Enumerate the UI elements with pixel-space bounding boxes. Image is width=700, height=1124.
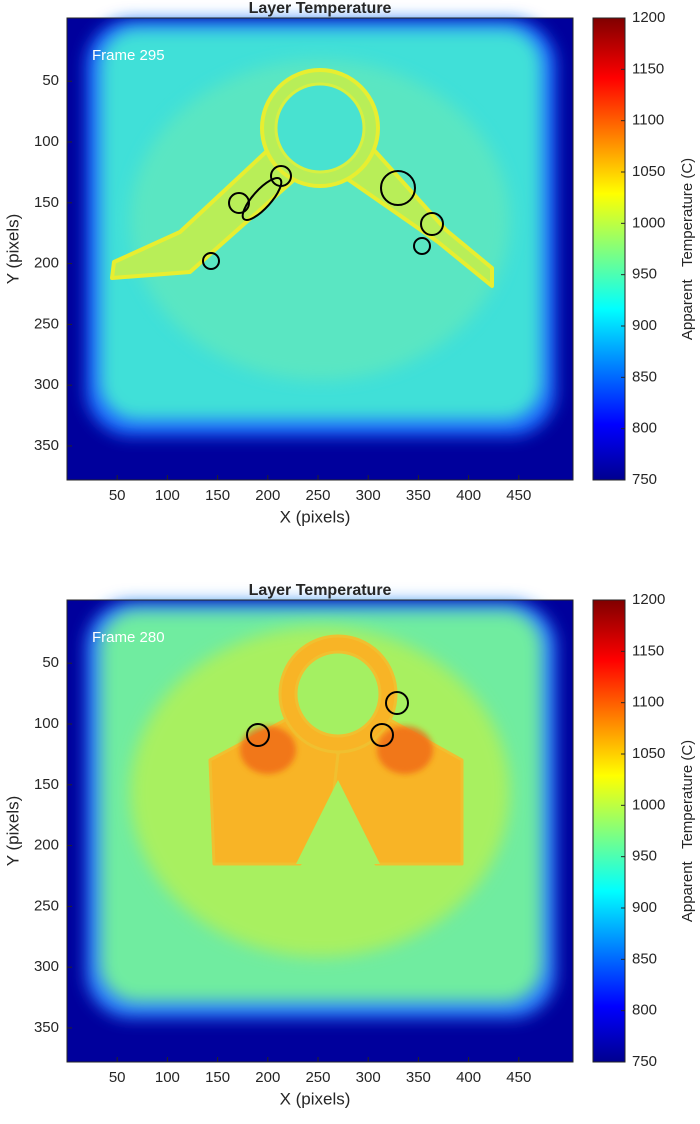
y-tick-label: 150 [34, 194, 59, 211]
colorbar-tick-label: 1150 [632, 642, 664, 659]
colorbar-tick-label: 950 [632, 848, 657, 865]
chart-title: Layer Temperature [249, 582, 392, 599]
colorbar-tick-label: 900 [632, 317, 657, 334]
y-tick-label: 250 [34, 315, 59, 332]
colorbar [592, 599, 626, 1063]
colorbar-tick-label: 750 [632, 471, 657, 488]
y-tick-label: 100 [34, 715, 59, 732]
colorbar-tick-label: 1100 [632, 112, 664, 129]
part-hole [274, 82, 366, 174]
x-tick-label: 400 [456, 487, 481, 504]
axes-frame [66, 17, 574, 481]
colorbar-label: Apparent Temperature (C) [679, 158, 696, 340]
colorbar-tick-label: 800 [632, 1002, 657, 1019]
colorbar-tick-label: 750 [632, 1053, 657, 1070]
x-tick-label: 250 [305, 487, 330, 504]
x-tick-label: 350 [406, 487, 431, 504]
colorbar-tick-label: 1000 [632, 214, 665, 231]
panel: Layer Temperature Frame 280 50 100 150 200 250… [3, 582, 695, 1108]
y-tick-label: 350 [34, 437, 59, 454]
axes-frame [66, 599, 574, 1063]
defect-circle [385, 691, 409, 715]
x-tick-label: 450 [506, 1069, 531, 1086]
colorbar-tick-label: 1050 [632, 163, 665, 180]
x-tick-label: 150 [205, 487, 230, 504]
panel: Layer Temperature Frame 295 50 100 150 200 250… [3, 0, 695, 526]
x-tick-label: 400 [456, 1069, 481, 1086]
frame-label: Frame 280 [92, 629, 165, 646]
defect-circle [413, 237, 431, 255]
defect-circle [246, 723, 270, 747]
colorbar-tick-label: 1150 [632, 60, 664, 77]
defect-circle [228, 192, 250, 214]
colorbar-tick-label: 1100 [632, 694, 664, 711]
part-hole [294, 650, 382, 738]
y-tick-label: 150 [34, 776, 59, 793]
x-tick-label: 200 [255, 1069, 280, 1086]
x-axis-label: X (pixels) [280, 507, 351, 526]
colorbar-tick-label: 1200 [632, 591, 665, 608]
colorbar-tick-label: 800 [632, 420, 657, 437]
hot-zone [240, 726, 296, 774]
defect-circle [380, 170, 416, 206]
x-tick-label: 300 [356, 487, 381, 504]
bed-center [130, 60, 510, 380]
x-axis-label: X (pixels) [280, 1089, 351, 1108]
y-axis-label: Y (pixels) [3, 214, 22, 285]
colorbar-tick-label: 1200 [632, 9, 665, 26]
defect-circle [420, 212, 444, 236]
defect-ellipse [241, 177, 283, 221]
colorbar-tick-label: 1000 [632, 796, 665, 813]
y-tick-label: 250 [34, 897, 59, 914]
y-tick-label: 300 [34, 376, 59, 393]
colorbar-tick-label: 900 [632, 899, 657, 916]
frame-label: Frame 295 [92, 47, 165, 64]
x-tick-label: 50 [109, 1069, 126, 1086]
chart-title: Layer Temperature [249, 0, 392, 17]
x-tick-label: 50 [109, 487, 126, 504]
x-tick-label: 350 [406, 1069, 431, 1086]
colorbar-tick-label: 950 [632, 266, 657, 283]
y-tick-label: 200 [34, 837, 59, 854]
x-tick-label: 200 [255, 487, 280, 504]
colorbar-tick-label: 850 [632, 950, 657, 967]
part-gap [296, 780, 380, 864]
y-tick-label: 300 [34, 958, 59, 975]
y-axis-label: Y (pixels) [3, 796, 22, 867]
colorbar [592, 17, 626, 481]
hot-zone [377, 726, 433, 774]
colorbar-tick-label: 850 [632, 368, 657, 385]
x-tick-label: 100 [155, 487, 180, 504]
x-tick-label: 450 [506, 487, 531, 504]
defect-circle [370, 723, 394, 747]
y-tick-label: 350 [34, 1019, 59, 1036]
x-tick-label: 250 [305, 1069, 330, 1086]
y-tick-label: 50 [42, 654, 59, 671]
y-tick-label: 50 [42, 72, 59, 89]
defect-circle [202, 252, 220, 270]
colorbar-tick-label: 1050 [632, 745, 665, 762]
colorbar-label: Apparent Temperature (C) [679, 740, 696, 922]
y-tick-label: 100 [34, 133, 59, 150]
x-tick-label: 300 [356, 1069, 381, 1086]
y-tick-label: 200 [34, 255, 59, 272]
x-tick-label: 100 [155, 1069, 180, 1086]
x-tick-label: 150 [205, 1069, 230, 1086]
